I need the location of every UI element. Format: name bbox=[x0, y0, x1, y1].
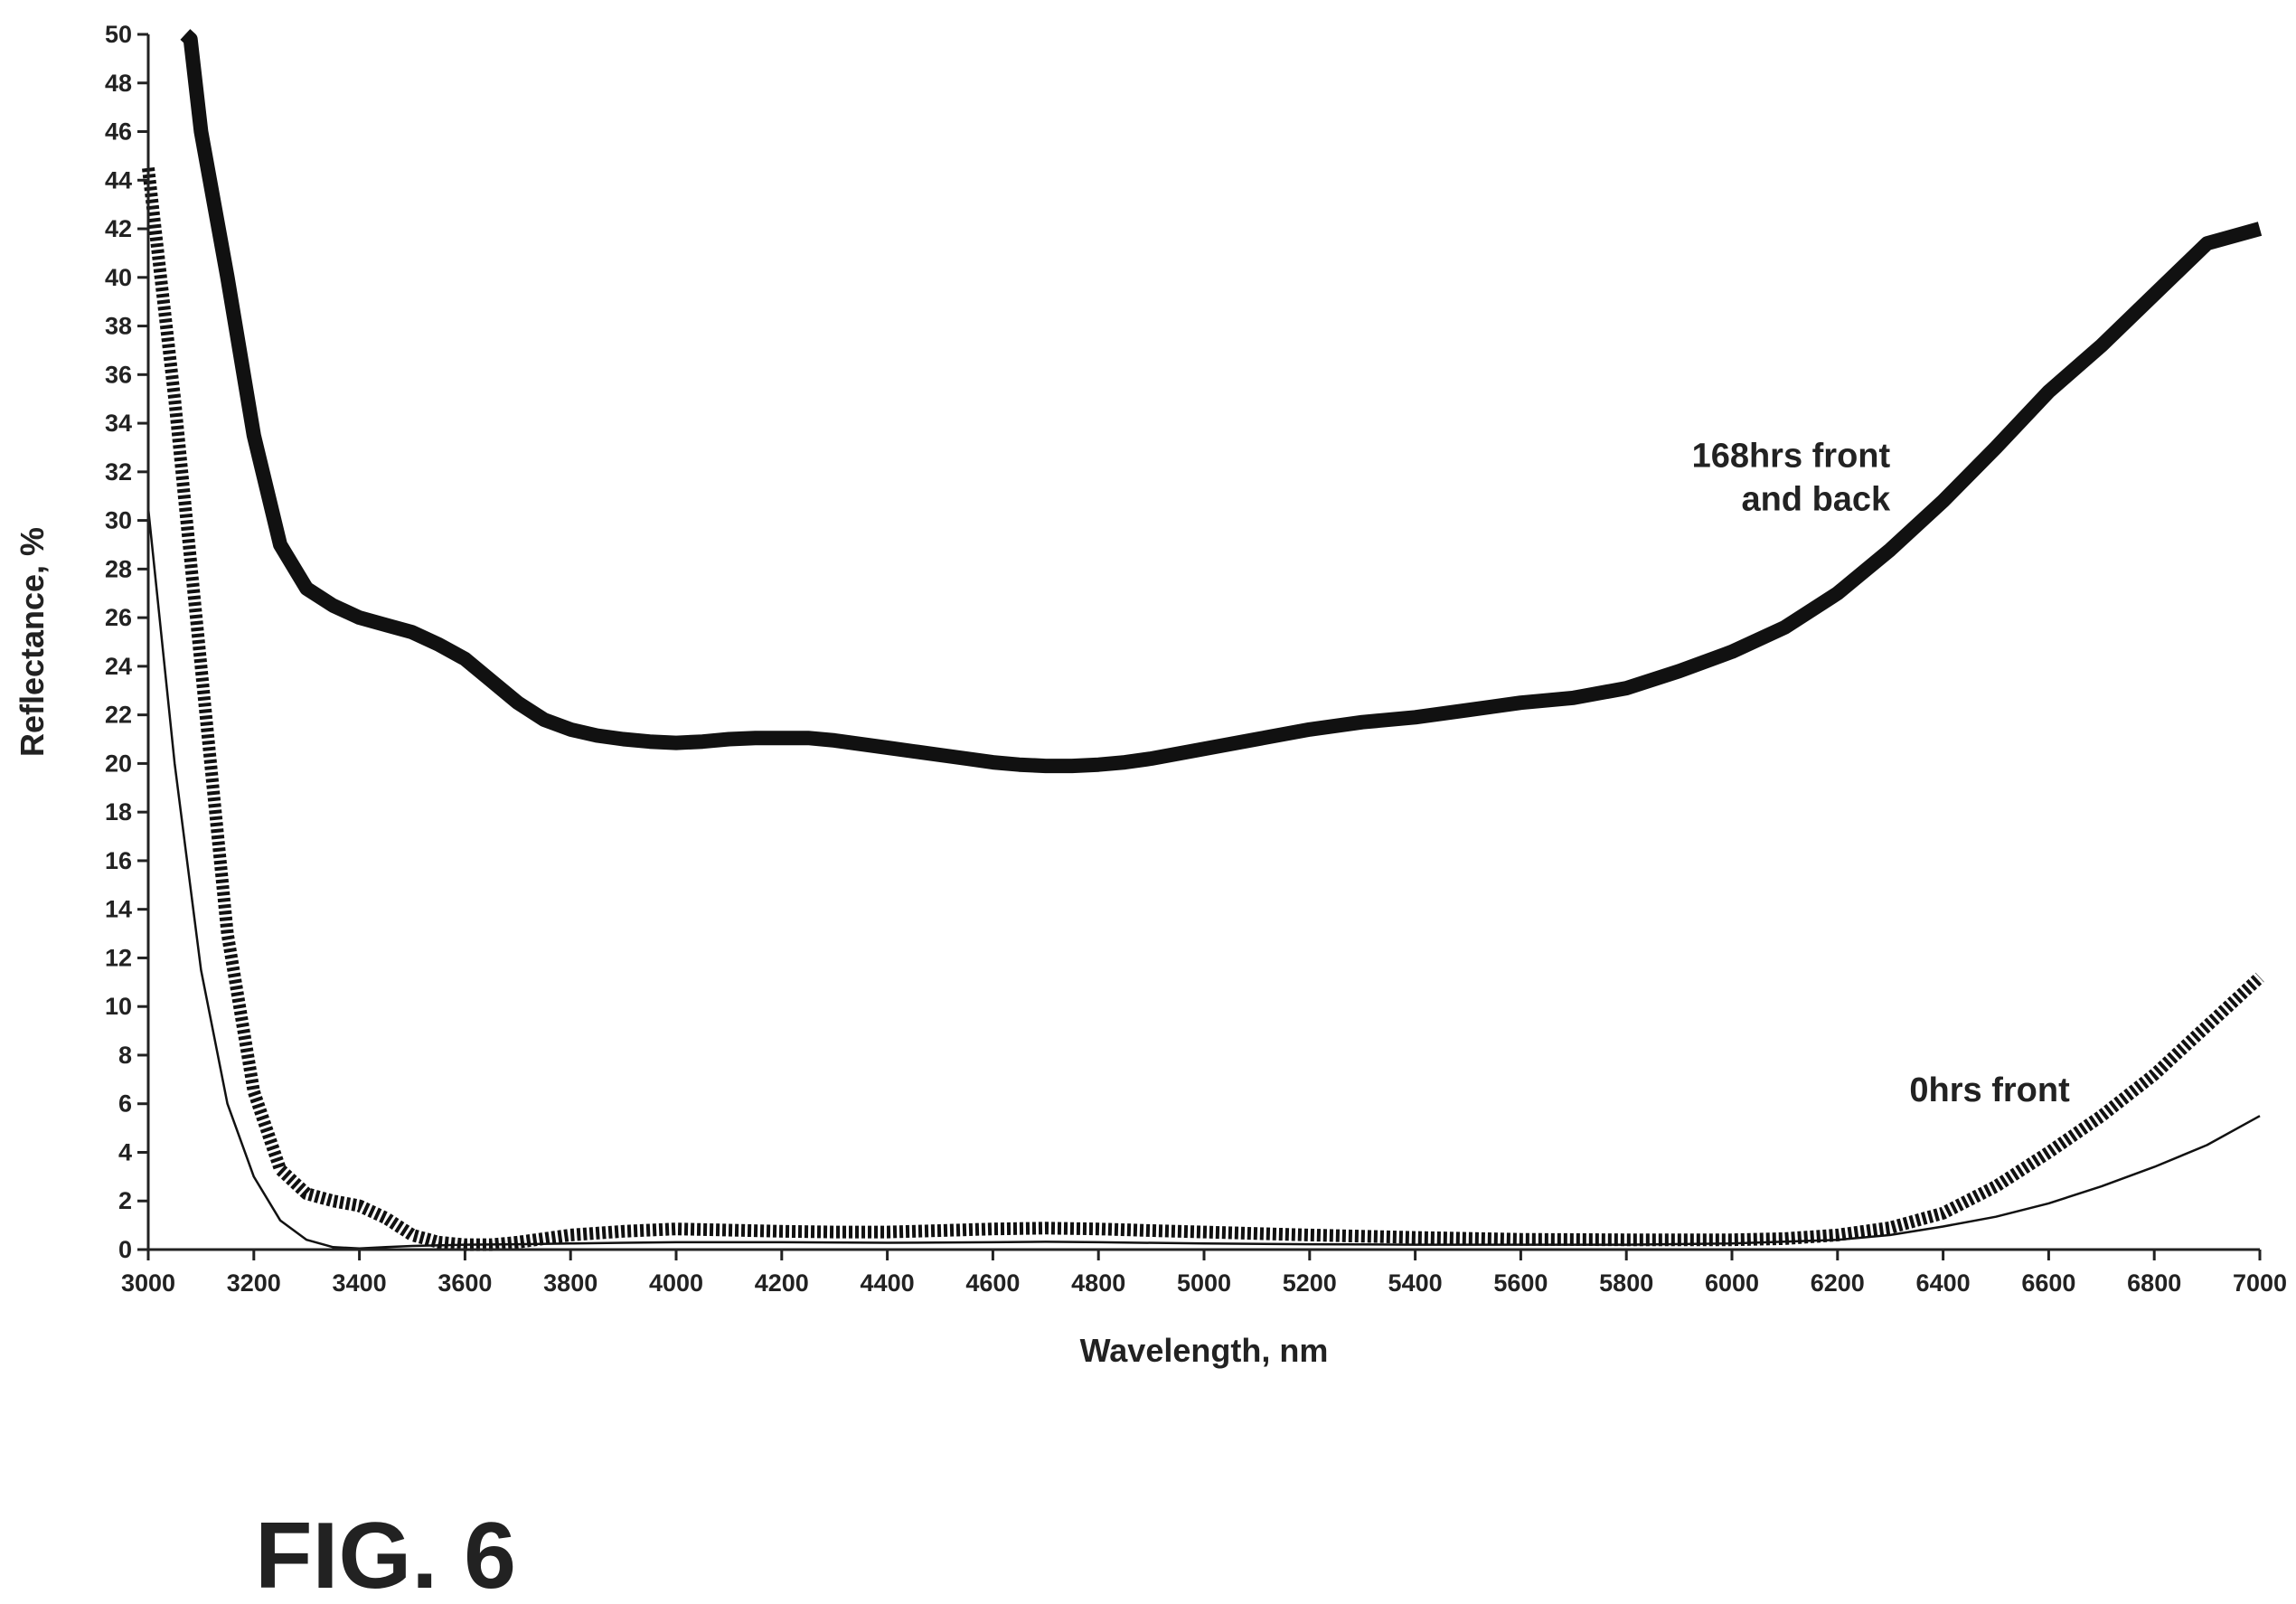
x-tick-label: 3000 bbox=[121, 1269, 175, 1297]
y-tick-label: 20 bbox=[105, 750, 132, 777]
y-tick-label: 30 bbox=[105, 507, 132, 534]
x-tick-label: 4400 bbox=[861, 1269, 915, 1297]
series-annotation: 168hrs front bbox=[1692, 437, 1891, 475]
y-tick-label: 40 bbox=[105, 264, 132, 291]
x-tick-label: 5200 bbox=[1283, 1269, 1337, 1297]
x-tick-label: 5000 bbox=[1177, 1269, 1231, 1297]
y-tick-label: 8 bbox=[118, 1042, 132, 1069]
x-tick-label: 6400 bbox=[1916, 1269, 1971, 1297]
x-tick-label: 4600 bbox=[965, 1269, 1020, 1297]
series-line-dashed bbox=[142, 167, 2264, 1251]
y-tick-label: 38 bbox=[105, 313, 132, 340]
y-tick-label: 16 bbox=[105, 847, 132, 874]
x-tick-label: 4800 bbox=[1071, 1269, 1125, 1297]
x-tick-label: 3200 bbox=[227, 1269, 281, 1297]
series-layer bbox=[142, 29, 2264, 1251]
x-tick-label: 5800 bbox=[1599, 1269, 1653, 1297]
series-line-thin bbox=[146, 508, 2261, 1250]
x-tick-label: 3800 bbox=[543, 1269, 598, 1297]
x-tick-label: 5400 bbox=[1388, 1269, 1443, 1297]
series-annotation: 0hrs front bbox=[1909, 1071, 2070, 1109]
y-tick-label: 22 bbox=[105, 702, 132, 729]
y-tick-label: 42 bbox=[105, 215, 132, 242]
x-tick-label: 4000 bbox=[649, 1269, 703, 1297]
y-tick-label: 50 bbox=[105, 21, 132, 48]
y-tick-label: 46 bbox=[105, 118, 132, 146]
x-tick-label: 4200 bbox=[755, 1269, 809, 1297]
y-tick-label: 34 bbox=[105, 410, 132, 437]
y-tick-label: 32 bbox=[105, 458, 132, 486]
y-axis-title: Reflectance, % bbox=[14, 527, 51, 757]
ticks-layer: 0246810121416182022242628303234363840424… bbox=[105, 21, 2287, 1297]
x-tick-label: 5600 bbox=[1493, 1269, 1548, 1297]
x-tick-label: 6800 bbox=[2127, 1269, 2181, 1297]
axes-layer bbox=[146, 34, 2260, 1251]
y-tick-label: 2 bbox=[118, 1187, 132, 1214]
x-tick-label: 3400 bbox=[333, 1269, 387, 1297]
x-tick-label: 3600 bbox=[438, 1269, 492, 1297]
y-tick-label: 10 bbox=[105, 993, 132, 1020]
y-tick-label: 48 bbox=[105, 70, 132, 97]
y-tick-label: 26 bbox=[105, 604, 132, 631]
y-tick-label: 14 bbox=[105, 896, 132, 923]
y-tick-label: 28 bbox=[105, 555, 132, 582]
y-tick-label: 4 bbox=[118, 1138, 132, 1165]
y-tick-label: 44 bbox=[105, 166, 132, 193]
y-tick-label: 36 bbox=[105, 361, 132, 388]
y-tick-label: 12 bbox=[105, 944, 132, 971]
x-tick-label: 7000 bbox=[2233, 1269, 2287, 1297]
figure-label: FIG. 6 bbox=[255, 1504, 516, 1604]
y-tick-label: 6 bbox=[118, 1090, 132, 1118]
annotation-layer: 168hrs front and back 0hrs front bbox=[1692, 437, 2071, 1109]
y-tick-label: 18 bbox=[105, 798, 132, 826]
x-tick-label: 6200 bbox=[1811, 1269, 1865, 1297]
x-tick-label: 6600 bbox=[2021, 1269, 2075, 1297]
series-line-thick bbox=[180, 29, 2263, 774]
y-tick-label: 24 bbox=[105, 653, 132, 680]
x-axis-title: Wavelength, nm bbox=[1080, 1332, 1329, 1369]
x-tick-label: 6000 bbox=[1705, 1269, 1759, 1297]
series-annotation: and back bbox=[1741, 480, 1891, 518]
y-tick-label: 0 bbox=[118, 1236, 132, 1263]
